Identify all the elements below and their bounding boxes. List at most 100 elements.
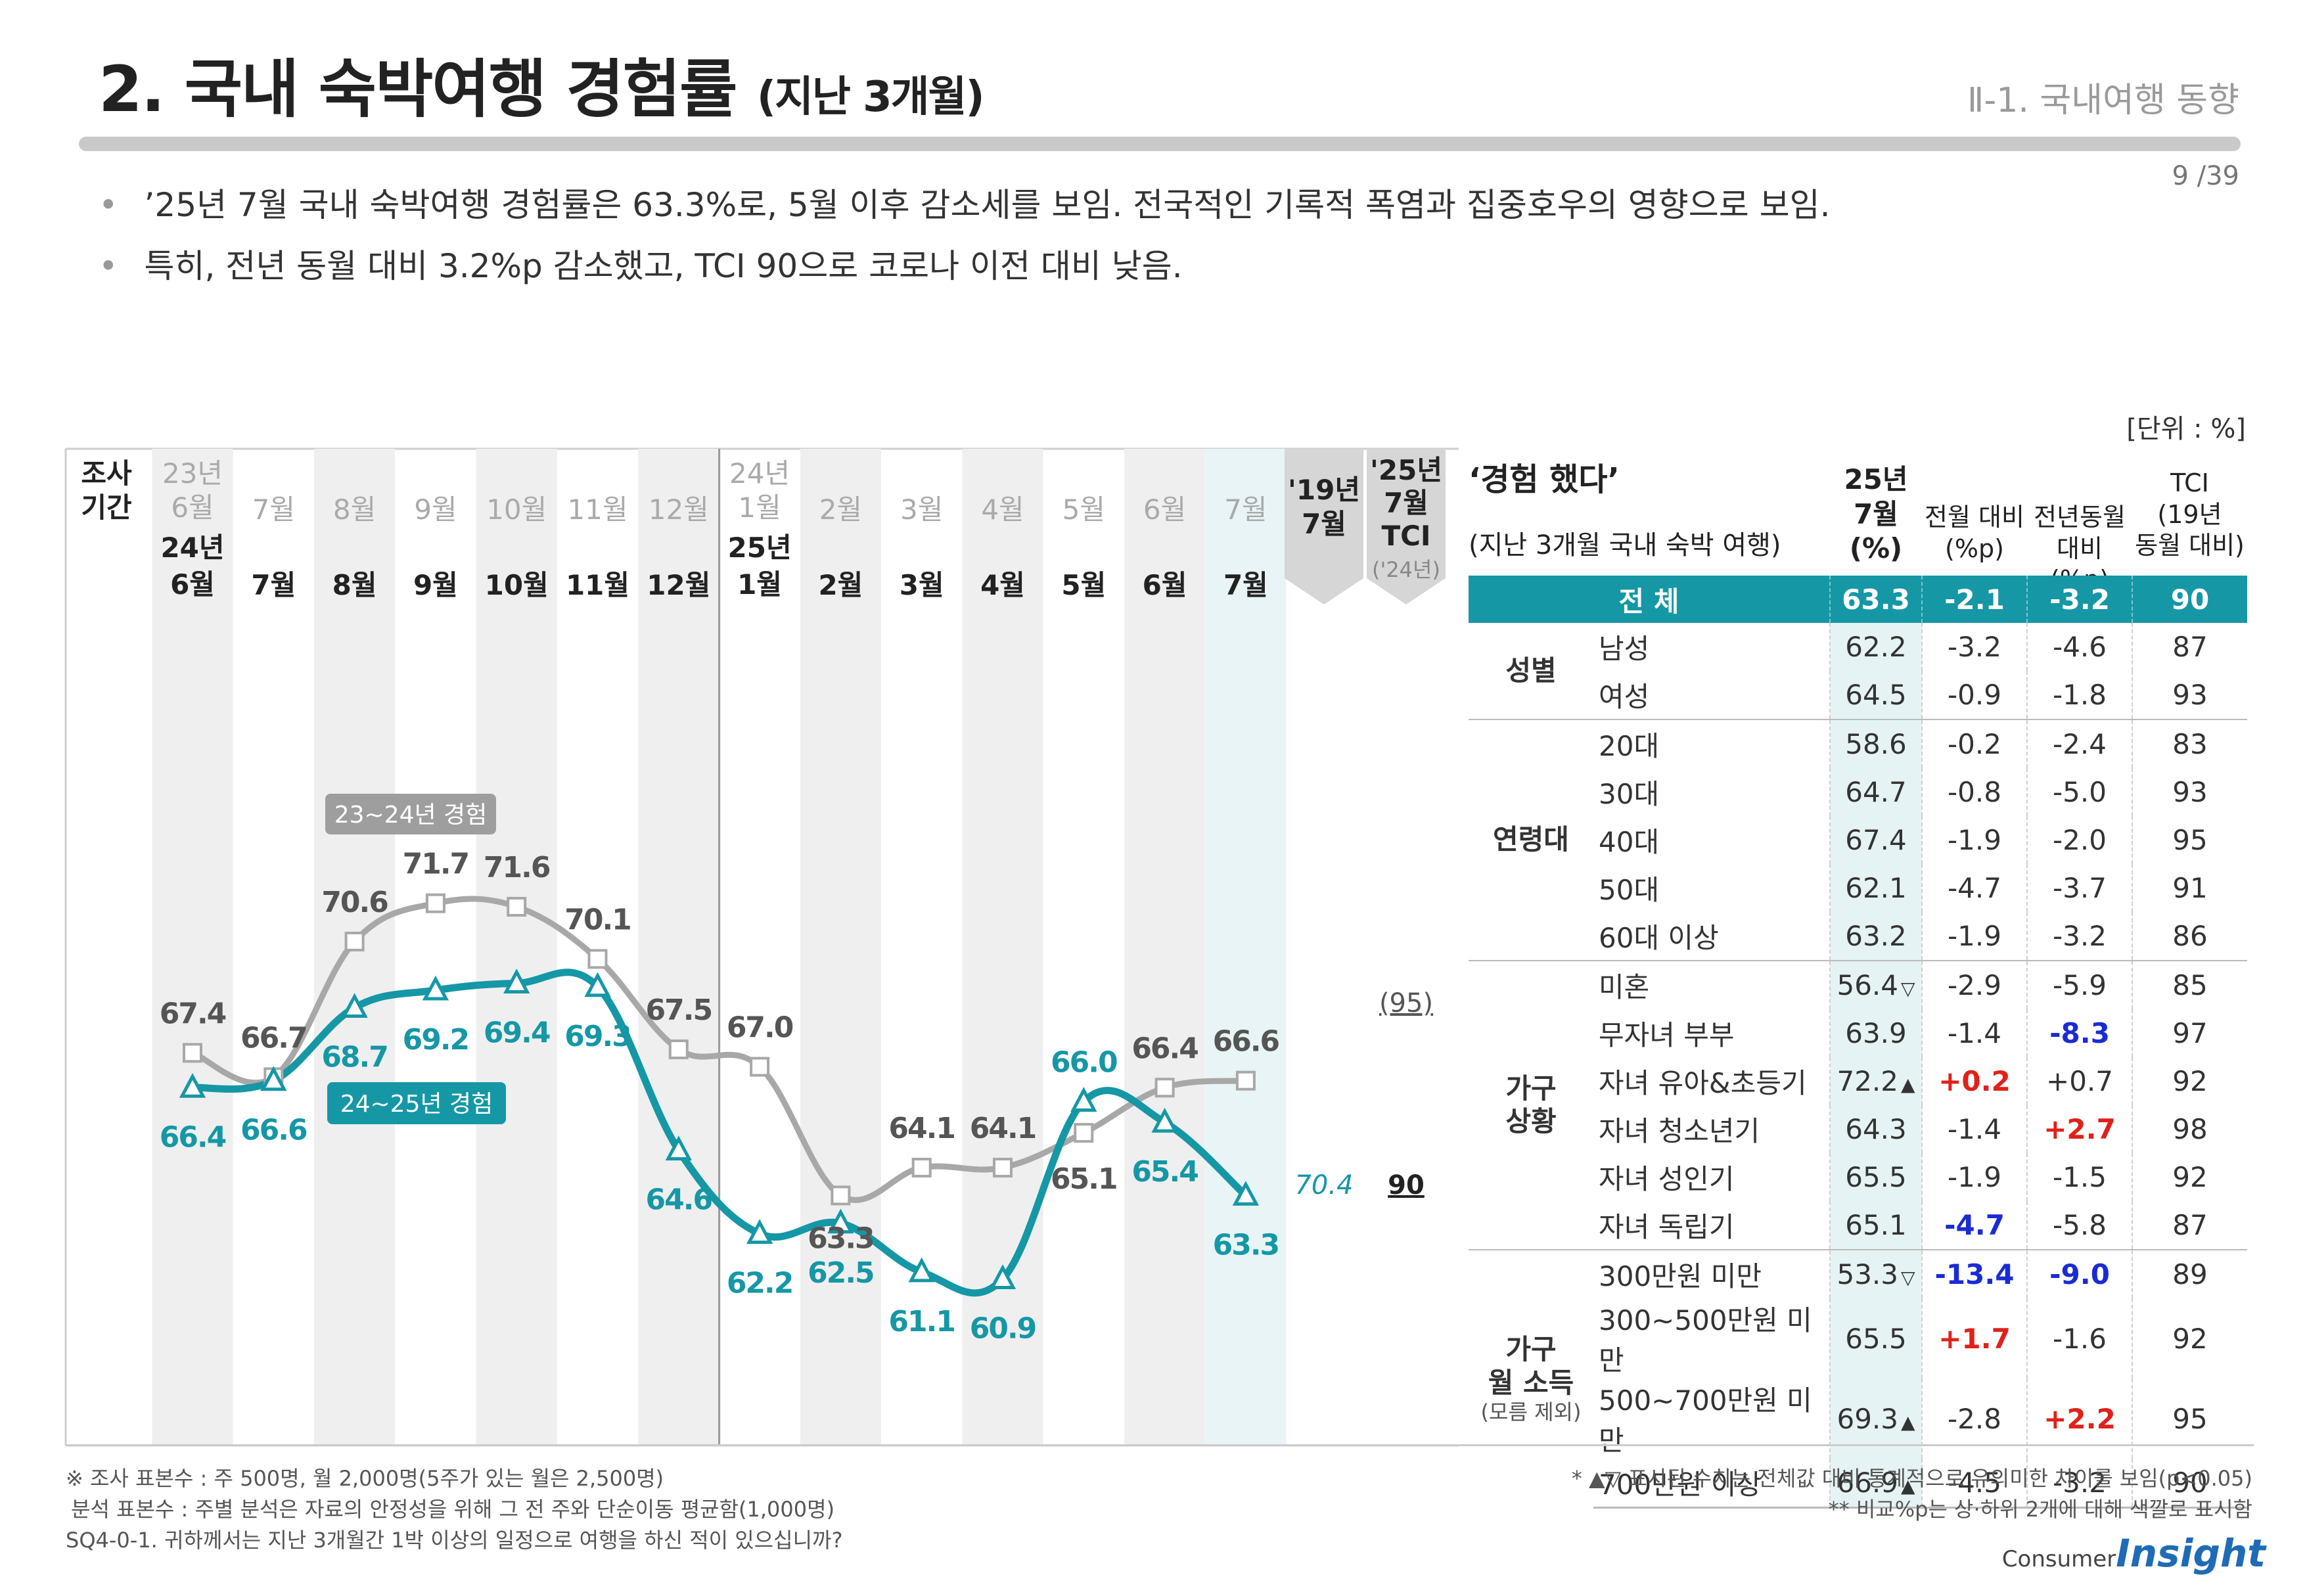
series-2324-label: 71.6 xyxy=(484,851,550,884)
row-category: 여성 xyxy=(1599,681,1650,713)
group-label: 성별 xyxy=(1505,654,1557,687)
row-category: 무자녀 부부 xyxy=(1599,1019,1735,1051)
series-2425-marker xyxy=(179,1072,206,1098)
series-2324-marker xyxy=(993,1158,1013,1178)
row-mom: -13.4 xyxy=(1921,1249,2027,1298)
series-2324-label: 66.7 xyxy=(240,1021,307,1055)
month-label-prev: 3월 xyxy=(900,493,943,526)
row-mom: -1.9 xyxy=(1921,912,2027,961)
month-label-prev: 10월 xyxy=(486,493,547,526)
row-mom: -0.8 xyxy=(1921,768,2027,816)
series-2425-label: 62.5 xyxy=(808,1256,874,1290)
series-2324-marker xyxy=(344,931,365,951)
row-tci: 86 xyxy=(2132,912,2247,961)
series-2324-marker xyxy=(587,949,608,969)
month-label-current: 7월 xyxy=(251,569,296,601)
legend-2425-badge xyxy=(327,1082,506,1124)
row-value-25: 64.7 xyxy=(1829,768,1922,816)
legend-2324-badge xyxy=(325,794,496,834)
table-row: 40대 67.4 -1.9 -2.0 95 xyxy=(1469,816,2247,864)
series-2324-label: 65.1 xyxy=(1051,1162,1117,1196)
month-column-band xyxy=(152,449,233,1446)
table-subtitle: (지난 3개월 국내 숙박 여행) xyxy=(1469,530,1781,560)
ref-19-label: '19년 7월 xyxy=(1288,474,1360,540)
month-label-prev: 2월 xyxy=(819,493,862,526)
month-label-current: 24년 6월 xyxy=(160,532,224,601)
row-category: 20대 xyxy=(1593,719,1830,768)
consumer-insight-logo: ConsumerInsight xyxy=(2002,1531,2266,1576)
total-yoy: -3.2 xyxy=(2026,576,2132,623)
month-label-current: 2월 xyxy=(818,569,863,601)
row-mom: -4.7 xyxy=(1921,1201,2027,1250)
row-tci: 92 xyxy=(2132,1057,2247,1105)
month-label-prev: 5월 xyxy=(1062,493,1105,526)
row-tci: 83 xyxy=(2132,719,2247,768)
month-label-current: 4월 xyxy=(980,569,1025,601)
series-2425-marker xyxy=(827,1208,854,1234)
significance-mark: ▲ xyxy=(1900,1411,1915,1433)
row-tci: 87 xyxy=(2132,623,2247,671)
series-2324-label: 64.1 xyxy=(888,1112,955,1145)
table-row: 무자녀 부부 63.9 -1.4 -8.3 97 xyxy=(1469,1009,2247,1057)
series-2425-label: 61.1 xyxy=(888,1305,955,1338)
row-tci: 92 xyxy=(2132,1298,2247,1379)
series-2324-marker xyxy=(911,1158,932,1178)
series-2425-label: 62.2 xyxy=(727,1267,793,1300)
col-head-25: 25년 7월 (%) xyxy=(1844,463,1908,564)
bullet-1: • ’25년 7월 국내 숙박여행 경험률은 63.3%로, 5월 이후 감소세를… xyxy=(99,186,1831,224)
table-row: 60대 이상 63.2 -1.9 -3.2 86 xyxy=(1469,912,2247,961)
row-tci: 93 xyxy=(2132,768,2247,816)
ref-19-banner xyxy=(1285,449,1363,604)
series-2324-label: 67.5 xyxy=(646,993,712,1027)
row-tci: 92 xyxy=(2132,1153,2247,1201)
row-mom: -4.7 xyxy=(1921,864,2027,912)
series-2425-marker xyxy=(260,1066,287,1091)
ref-tci-prev: (95) xyxy=(1379,988,1433,1018)
total-mom: -2.1 xyxy=(1921,576,2027,623)
row-yoy: -5.0 xyxy=(2026,768,2132,816)
table-row: 연령대 20대 58.6 -0.2 -2.4 83 xyxy=(1469,719,2247,961)
series-2425-label: 66.4 xyxy=(160,1120,226,1154)
series-2425-label: 64.6 xyxy=(646,1183,712,1217)
series-2425-line xyxy=(192,969,1248,1297)
col-head-mom: 전월 대비 (%p) xyxy=(1925,503,2024,563)
section-label: Ⅱ-1. 국내여행 동향 xyxy=(1967,81,2239,120)
row-yoy: +2.7 xyxy=(2026,1105,2132,1153)
series-2425-marker xyxy=(422,975,449,1001)
series-2425-label: 66.0 xyxy=(1051,1045,1117,1079)
series-2324-label: 64.1 xyxy=(970,1112,1036,1145)
series-2324-marker xyxy=(1074,1123,1094,1143)
series-2425-marker xyxy=(665,1135,692,1161)
title-main: 2. 국내 숙박여행 경험률 xyxy=(99,53,737,126)
series-2324-marker xyxy=(507,897,527,917)
series-2324-label: 67.4 xyxy=(160,997,226,1030)
row-mom: -2.8 xyxy=(1921,1379,2027,1459)
row-value-25: 72.2 ▲ xyxy=(1829,1057,1922,1105)
row-tci: 97 xyxy=(2132,1009,2247,1057)
month-label-prev: 24년 1월 xyxy=(729,457,790,524)
row-yoy: +0.7 xyxy=(2026,1057,2132,1105)
series-2425-marker xyxy=(1232,1181,1260,1206)
row-value-25: 58.6 xyxy=(1829,719,1922,768)
table-row: 가구 월 소득 (모름 제외) 300만원 미만 53.3 ▽ -13.4 -9.0 89 xyxy=(1469,1249,2247,1508)
logo-top: Consumer xyxy=(2001,1546,2116,1572)
row-category: 남성 xyxy=(1599,633,1650,665)
series-2324-marker xyxy=(668,1039,689,1060)
series-2425-label: 65.4 xyxy=(1131,1155,1198,1189)
row-category: 30대 xyxy=(1599,778,1660,810)
row-value-25: 66.9 ▲ xyxy=(1829,1459,1922,1509)
title-underline xyxy=(79,137,2241,151)
footnote-sample: ※ 조사 표본수 : 주 500명, 월 2,000명(5주가 있는 월은 2,… xyxy=(66,1466,664,1491)
row-value-25: 65.5 xyxy=(1829,1153,1922,1201)
series-2324-label: 70.6 xyxy=(321,886,388,919)
row-mom: -1.9 xyxy=(1921,816,2027,864)
row-yoy: -2.4 xyxy=(2026,719,2132,768)
group-label: 가구 월 소득 (모름 제외) xyxy=(1469,1249,1593,1508)
table-row-total: 전 체 63.3 -2.1 -3.2 90 xyxy=(1469,576,2247,623)
footnote-analysis: 분석 표본수 : 주별 분석은 자료의 안정성을 위해 그 전 주와 단순이동 … xyxy=(71,1497,835,1522)
table-title: ‘경험 했다’ xyxy=(1469,461,1620,498)
current-month-band xyxy=(1205,449,1287,1446)
month-column-band xyxy=(476,449,557,1446)
series-2425-marker xyxy=(746,1219,773,1244)
table-row: 300~500만원 미만 65.5 +1.7 -1.6 92 xyxy=(1469,1298,2247,1379)
